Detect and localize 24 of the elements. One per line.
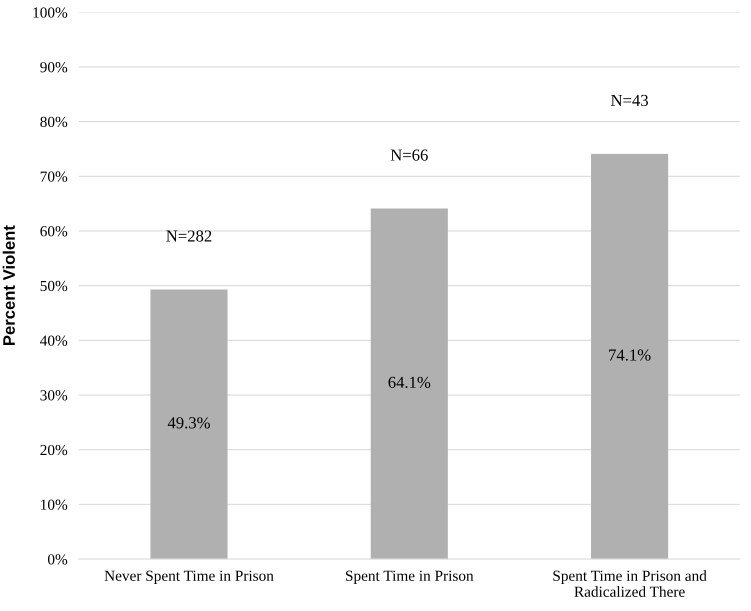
bar <box>150 289 228 560</box>
y-axis-title: Percent Violent <box>2 225 15 346</box>
y-tick-label: 90% <box>40 62 68 72</box>
data-label: 74.1% <box>609 349 651 361</box>
y-tick-label: 0% <box>48 554 68 565</box>
y-tick-label: 20% <box>40 444 68 456</box>
y-tick-label: 60% <box>40 226 68 236</box>
y-tick-label: 40% <box>40 335 68 346</box>
data-label: 64.1% <box>388 376 430 388</box>
data-label: 49.3% <box>168 417 210 429</box>
annotation: N=43 <box>611 94 648 106</box>
y-tick-label: 70% <box>40 171 68 182</box>
y-tick-label: 50% <box>40 280 68 292</box>
y-tick-label: 10% <box>41 500 68 510</box>
x-tick-label: Never Spent Time in Prison <box>104 570 274 584</box>
y-tick-label: 100% <box>33 7 68 18</box>
annotation: N=282 <box>166 230 212 242</box>
y-tick-label: 30% <box>40 390 68 401</box>
bar <box>591 154 668 560</box>
y-tick-label: 80% <box>40 116 68 128</box>
annotation: N=66 <box>390 150 428 161</box>
bar <box>370 208 448 560</box>
x-tick-label: Spent Time in Prison and Radicalized There <box>553 570 707 597</box>
x-tick-label: Spent Time in Prison <box>346 570 474 584</box>
